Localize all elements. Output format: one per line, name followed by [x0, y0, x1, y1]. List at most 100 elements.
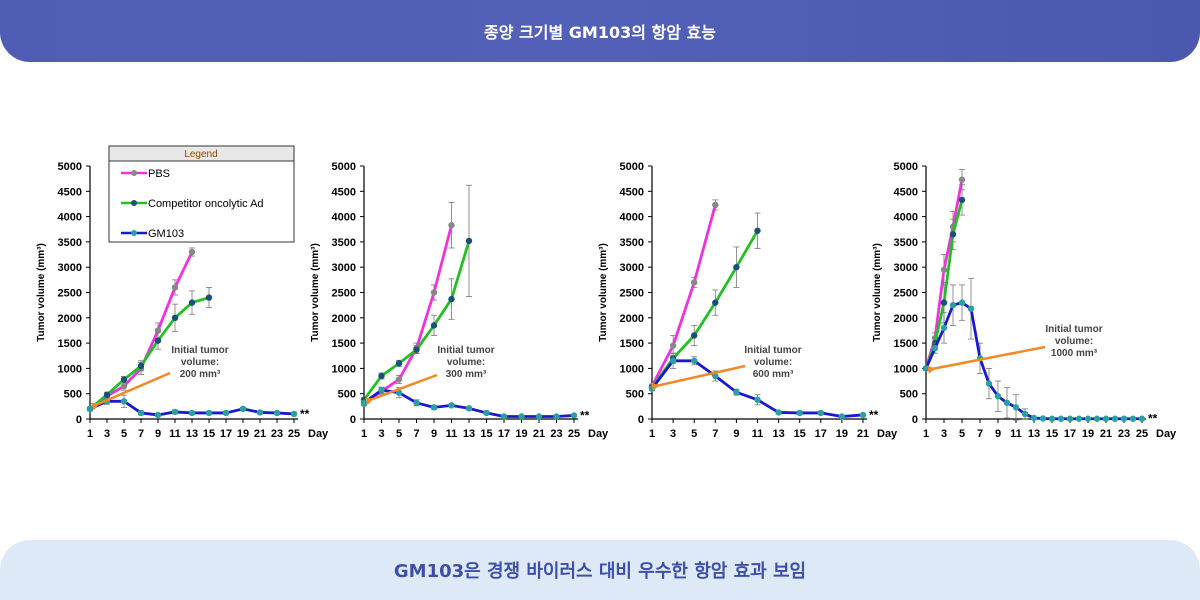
- y-tick-label: 1000: [58, 363, 82, 375]
- data-point: [985, 380, 993, 387]
- x-tick-label: 5: [959, 428, 965, 440]
- x-tick-label: 15: [203, 428, 215, 440]
- y-tick-label: 1500: [894, 338, 918, 350]
- data-point: [171, 284, 179, 291]
- data-point: [958, 299, 966, 306]
- y-axis-title: Tumor volume (mm³): [598, 243, 609, 342]
- data-point: [171, 314, 179, 321]
- x-tick-label: 11: [752, 428, 764, 440]
- data-point: [1093, 415, 1101, 422]
- y-tick-label: 3000: [620, 262, 644, 274]
- legend-box: [108, 145, 295, 243]
- data-point: [669, 342, 677, 349]
- data-point: [754, 227, 761, 234]
- series-competitor-oncolytic-ad: [86, 287, 213, 413]
- data-point: [1003, 399, 1011, 407]
- series-line: [650, 230, 759, 389]
- x-tick-label: 15: [480, 428, 492, 440]
- x-tick-label: 5: [121, 428, 127, 440]
- annotation-text: Initial tumor: [1045, 324, 1102, 335]
- x-tick-label: 11: [446, 428, 458, 440]
- x-tick-label: 3: [378, 428, 384, 440]
- x-tick-label: 11: [169, 428, 181, 440]
- y-axis-title: Tumor volume (mm³): [36, 243, 47, 342]
- annotation-arrow: [364, 373, 438, 406]
- y-tick-label: 3500: [620, 237, 644, 249]
- data-point: [1129, 415, 1137, 422]
- y-tick-label: 4500: [620, 186, 644, 198]
- data-point: [838, 413, 846, 420]
- series-line: [363, 388, 575, 418]
- data-point: [205, 409, 213, 417]
- data-point: [120, 382, 128, 390]
- legend-swatch-marker: [131, 170, 137, 176]
- y-tick-label: 1000: [894, 363, 918, 375]
- y-tick-label: 1500: [620, 338, 644, 350]
- series-pbs: [360, 202, 455, 408]
- x-tick-label: 13: [772, 428, 784, 440]
- y-tick-label: 2500: [58, 288, 82, 300]
- annotation-text: volume:: [1055, 336, 1093, 347]
- data-point: [553, 413, 560, 420]
- annotation-text: 600 mm³: [753, 369, 794, 380]
- y-tick-label: 500: [900, 389, 918, 401]
- x-tick-label: 1: [649, 428, 655, 440]
- data-point: [691, 279, 698, 286]
- x-tick-label: 25: [288, 428, 300, 440]
- data-point: [859, 411, 867, 419]
- data-point: [171, 408, 179, 416]
- chart-panel-4: 0 500 1000 1500 2000 2500 3000 3500 4000 4500 5000…: [872, 161, 1177, 440]
- x-axis-title: Day: [588, 428, 609, 440]
- data-point: [120, 398, 128, 405]
- significance-marker: **: [580, 408, 590, 422]
- x-tick-label: 19: [515, 428, 527, 440]
- series-pbs: [86, 247, 196, 413]
- data-point: [669, 357, 677, 365]
- data-point: [958, 176, 966, 183]
- data-point: [154, 411, 162, 419]
- header-banner: 종양 크기별 GM103의 항암 효능: [0, 0, 1200, 62]
- x-tick-label: 19: [1082, 428, 1094, 440]
- data-point: [360, 399, 368, 407]
- annotation-text: volume:: [447, 357, 485, 368]
- y-tick-label: 2000: [620, 313, 644, 325]
- data-point: [1039, 415, 1047, 422]
- x-tick-label: 11: [1010, 428, 1022, 440]
- y-tick-label: 4000: [58, 212, 82, 224]
- y-tick-label: 2000: [894, 313, 918, 325]
- data-point: [154, 337, 162, 344]
- data-point: [775, 409, 782, 416]
- data-point: [967, 305, 975, 312]
- x-tick-label: 19: [237, 428, 249, 440]
- data-point: [448, 402, 455, 409]
- data-point: [1012, 404, 1020, 411]
- data-point: [817, 409, 824, 417]
- x-tick-label: 9: [995, 428, 1001, 440]
- series-line: [89, 296, 210, 410]
- y-tick-label: 500: [626, 389, 644, 401]
- significance-marker: **: [300, 407, 310, 421]
- data-point: [413, 399, 420, 407]
- y-axis-title: Tumor volume (mm³): [872, 243, 883, 342]
- data-point: [137, 362, 145, 370]
- tumor-volume-charts: 0500100015002000250030003500400045005000…: [36, 145, 1177, 440]
- legend-title: Legend: [184, 149, 217, 160]
- x-tick-label: 25: [1136, 428, 1148, 440]
- footer-banner: GM103은 경쟁 바이러스 대비 우수한 항암 효과 보임: [0, 540, 1200, 600]
- y-tick-label: 3000: [894, 262, 918, 274]
- x-tick-label: 7: [138, 428, 144, 440]
- data-point: [1048, 415, 1056, 422]
- data-point: [535, 413, 543, 420]
- x-axis-title: Day: [877, 428, 898, 440]
- x-tick-label: 9: [431, 428, 437, 440]
- data-point: [448, 295, 455, 303]
- legend-header: [108, 145, 295, 162]
- chart-panel-3: 0 500 1000 1500 2000 2500 3000 3500 4000 4500 5000…: [598, 161, 898, 440]
- data-point: [949, 301, 957, 309]
- annotation-text: 1000 mm³: [1051, 348, 1098, 359]
- y-tick-label: 2000: [58, 313, 82, 325]
- data-point: [1111, 415, 1119, 422]
- page-title: 종양 크기별 GM103의 항암 효능: [484, 23, 716, 42]
- x-tick-label: 25: [568, 428, 580, 440]
- y-tick-label: 0: [638, 414, 644, 426]
